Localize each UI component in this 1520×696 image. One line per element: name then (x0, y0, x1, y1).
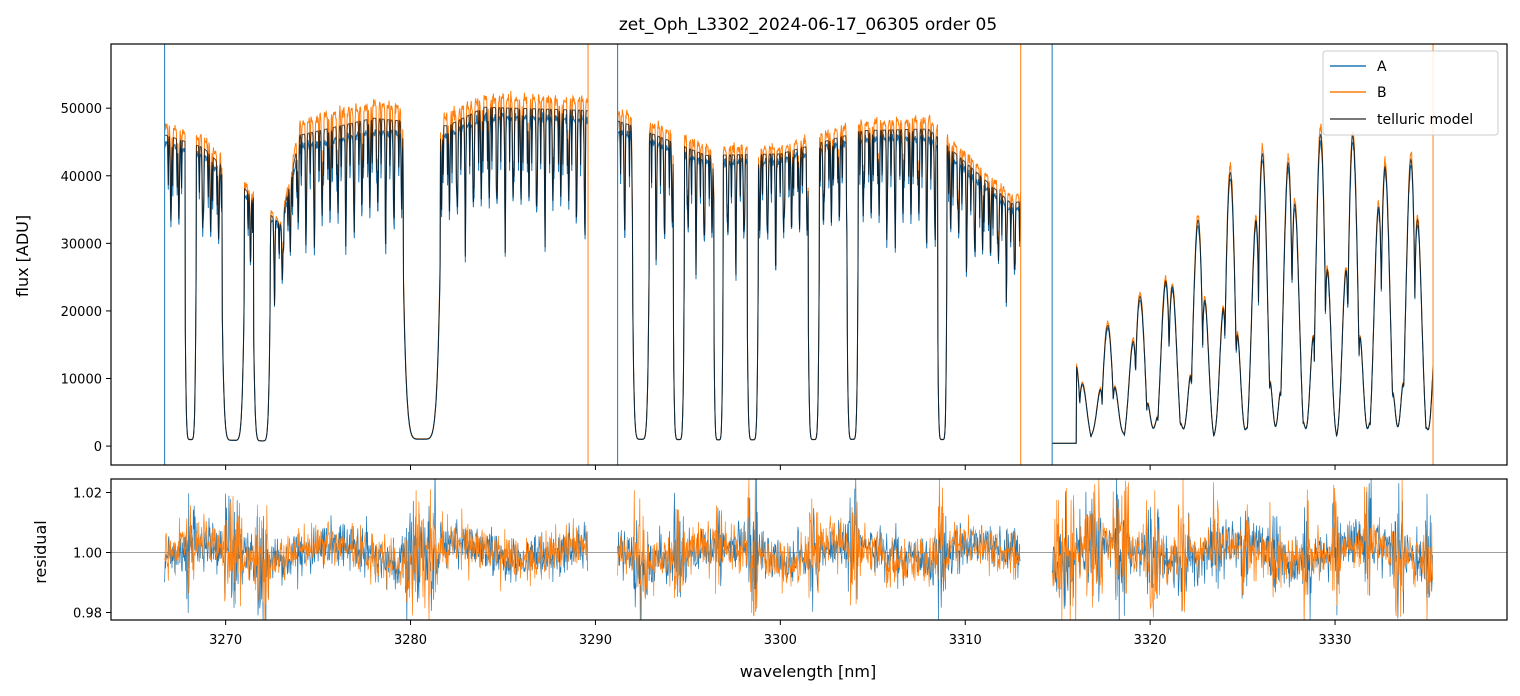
residual-plot-area (111, 479, 1507, 620)
x-axis-label: wavelength [nm] (740, 662, 877, 681)
flux-y-ticks: 0 10000 20000 30000 40000 50000 (61, 102, 111, 455)
flux-y-tick-label: 30000 (61, 237, 102, 252)
x-tick-label: 3270 (209, 633, 242, 648)
flux-y-tick-label: 40000 (61, 170, 102, 185)
legend-label-model: telluric model (1377, 112, 1473, 128)
x-tick-label: 3330 (1318, 633, 1351, 648)
flux-plot-area (164, 44, 1434, 465)
series-b-flux-line-2 (1052, 123, 1434, 444)
residual-y-tick-label: 1.00 (73, 547, 102, 562)
series-b-residual-line-1 (617, 479, 1021, 620)
residual-y-axis-label: residual (31, 520, 50, 583)
legend-label-b: B (1377, 85, 1387, 101)
x-tick-label: 3310 (949, 633, 982, 648)
flux-x-ticks (225, 465, 1336, 470)
telluric-model-line-2 (1052, 133, 1434, 444)
telluric-model-line-0 (164, 106, 589, 442)
flux-y-tick-label: 50000 (61, 102, 102, 117)
x-tick-label: 3290 (579, 633, 612, 648)
flux-y-tick-label: 20000 (61, 305, 102, 320)
flux-panel: 0 10000 20000 30000 40000 50000 flux [ADU] (13, 43, 1508, 470)
residual-y-tick-label: 1.02 (73, 487, 102, 502)
legend-box (1322, 50, 1499, 136)
flux-y-axis-label: flux [ADU] (13, 215, 32, 297)
legend: A B telluric model (1322, 50, 1499, 136)
chart-title: zet_Oph_L3302_2024-06-17_06305 order 05 (619, 15, 997, 35)
flux-axes-frame (110, 43, 1508, 466)
residual-axes-frame (110, 478, 1508, 621)
x-tick-label: 3320 (1134, 633, 1167, 648)
residual-y-ticks: 0.98 1.00 1.02 (73, 487, 111, 622)
flux-y-tick-label: 10000 (61, 373, 102, 388)
series-b-residual-line-0 (164, 489, 588, 620)
telluric-model-line-1 (617, 120, 1022, 441)
series-b-residual-line-2 (1051, 479, 1433, 620)
flux-y-tick-label: 0 (94, 440, 102, 455)
x-tick-label: 3300 (764, 633, 797, 648)
series-a-flux-line-2 (1052, 140, 1434, 444)
residual-y-tick-label: 0.98 (73, 607, 102, 622)
residual-x-ticks: 3270 3280 3290 3300 3310 3320 3330 (209, 620, 1352, 648)
legend-label-a: A (1377, 59, 1387, 75)
residual-panel: 0.98 1.00 1.02 3270 3280 3290 3300 3310 3320 333… (31, 478, 1508, 681)
x-tick-label: 3280 (394, 633, 427, 648)
